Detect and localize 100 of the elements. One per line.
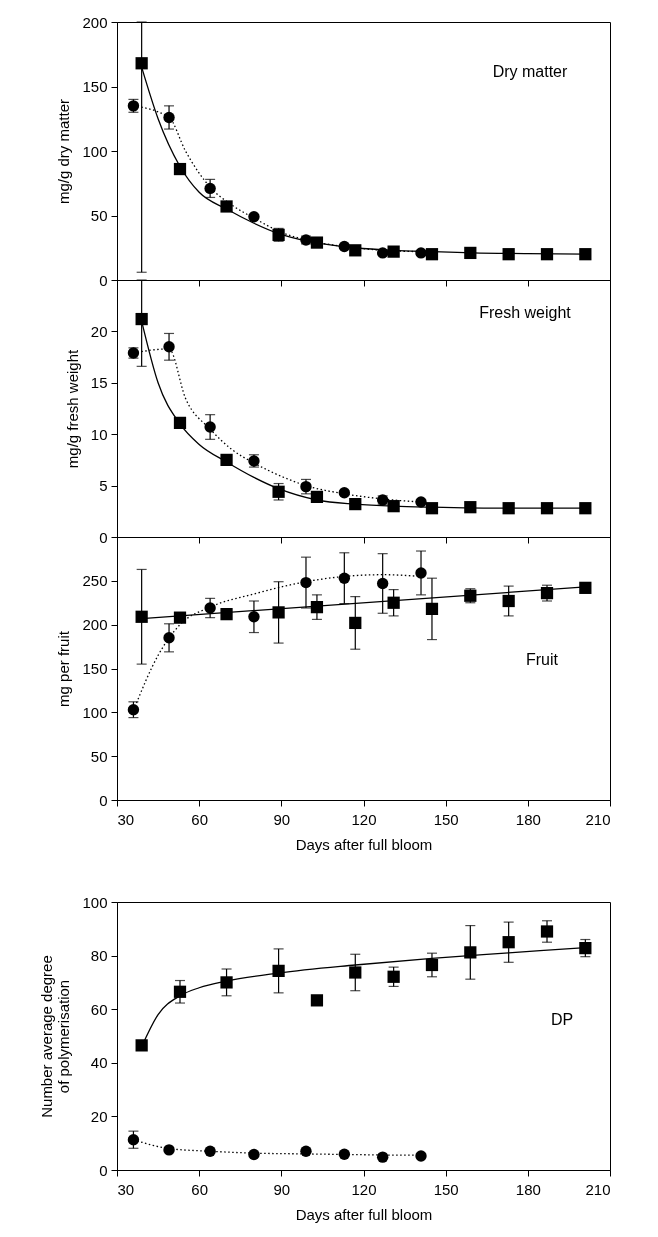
y-tick-label: 0 (99, 271, 108, 289)
point (127, 1134, 140, 1146)
point (338, 240, 351, 253)
y-tick-label: 150 (82, 660, 108, 677)
y-tick-label: 100 (82, 893, 108, 911)
point (387, 245, 400, 258)
y-tick-label: 0 (99, 528, 108, 546)
x-tick-label: 210 (585, 1180, 611, 1198)
x-axis-title: Days after full bloom (295, 835, 433, 853)
y-tick-label: 40 (90, 1054, 108, 1072)
point (540, 248, 554, 261)
point (425, 602, 439, 616)
y-tick-label: 0 (99, 1161, 108, 1179)
y-tick-label: 60 (90, 1000, 108, 1018)
y-tick-label: 50 (90, 747, 108, 765)
point (163, 341, 175, 353)
point (387, 970, 400, 983)
point (464, 501, 477, 514)
point (300, 576, 312, 589)
x-tick-label: 120 (351, 1180, 377, 1198)
point (204, 421, 216, 433)
point (425, 502, 439, 515)
point (349, 497, 362, 511)
point (425, 958, 439, 972)
point (502, 594, 515, 608)
point (415, 1150, 427, 1162)
y-axis-title: mg/g dry matter (55, 98, 73, 205)
point (579, 502, 592, 515)
x-tick-label: 180 (515, 1180, 541, 1198)
x-tick-label: 90 (273, 810, 291, 828)
point (163, 632, 175, 644)
x-tick-label: 90 (273, 1180, 291, 1198)
point (376, 247, 389, 259)
x-tick-label: 180 (515, 810, 541, 828)
point (248, 211, 260, 223)
point (338, 572, 351, 584)
point (579, 581, 592, 594)
point (204, 1145, 216, 1157)
point (387, 596, 400, 609)
point (220, 976, 233, 989)
point (272, 606, 285, 619)
point (135, 57, 148, 70)
point (376, 577, 389, 590)
y-tick-label: 150 (82, 78, 108, 95)
point (415, 496, 427, 508)
point (502, 502, 515, 515)
y-tick-label: 200 (82, 13, 108, 31)
x-tick-label: 60 (191, 1180, 209, 1198)
annotation: DP (550, 1011, 574, 1028)
y-axis-title: mg per fruit (55, 630, 73, 707)
y-tick-label: 20 (90, 322, 108, 340)
y-axis-title: mg/g fresh weight (63, 348, 81, 469)
point (300, 1145, 312, 1157)
annotation: Dry matter (492, 63, 569, 80)
point (464, 946, 477, 959)
point (502, 936, 515, 949)
point (248, 611, 260, 623)
point (349, 616, 362, 630)
y-tick-label: 0 (99, 791, 108, 809)
point (204, 182, 216, 195)
point (310, 490, 324, 504)
point (272, 964, 285, 977)
x-tick-label: 210 (585, 810, 611, 828)
point (310, 994, 324, 1007)
point (135, 1039, 148, 1052)
point (248, 1148, 260, 1161)
y-axis-title: Number average degree of polymerisation (38, 955, 73, 1118)
point (220, 200, 233, 213)
annotation: Fresh weight (479, 304, 572, 321)
point (220, 453, 233, 467)
point (387, 500, 400, 513)
point (135, 312, 148, 326)
point (415, 247, 427, 259)
point (415, 567, 427, 579)
point (173, 416, 187, 430)
point (376, 1151, 389, 1163)
point (349, 244, 362, 257)
x-tick-label: 150 (433, 810, 459, 828)
y-tick-label: 10 (90, 425, 108, 443)
y-tick-label: 50 (90, 207, 108, 224)
point (220, 608, 233, 621)
point (338, 487, 351, 499)
point (135, 610, 148, 623)
x-tick-label: 120 (351, 810, 377, 828)
y-tick-label: 20 (90, 1107, 108, 1125)
point (425, 248, 439, 261)
point (349, 966, 362, 979)
x-tick-label: 30 (117, 810, 135, 828)
point (310, 236, 324, 249)
x-tick-label: 30 (117, 1180, 135, 1198)
point (540, 925, 554, 938)
x-tick-label: 150 (433, 1180, 459, 1198)
point (540, 502, 554, 515)
x-axis-title: Days after full bloom (295, 1205, 433, 1223)
y-tick-label: 200 (82, 616, 108, 634)
point (338, 1148, 351, 1160)
y-tick-label: 80 (90, 947, 108, 965)
y-tick-label: 250 (82, 572, 108, 590)
y-tick-label: 100 (82, 142, 108, 160)
point (163, 111, 175, 124)
